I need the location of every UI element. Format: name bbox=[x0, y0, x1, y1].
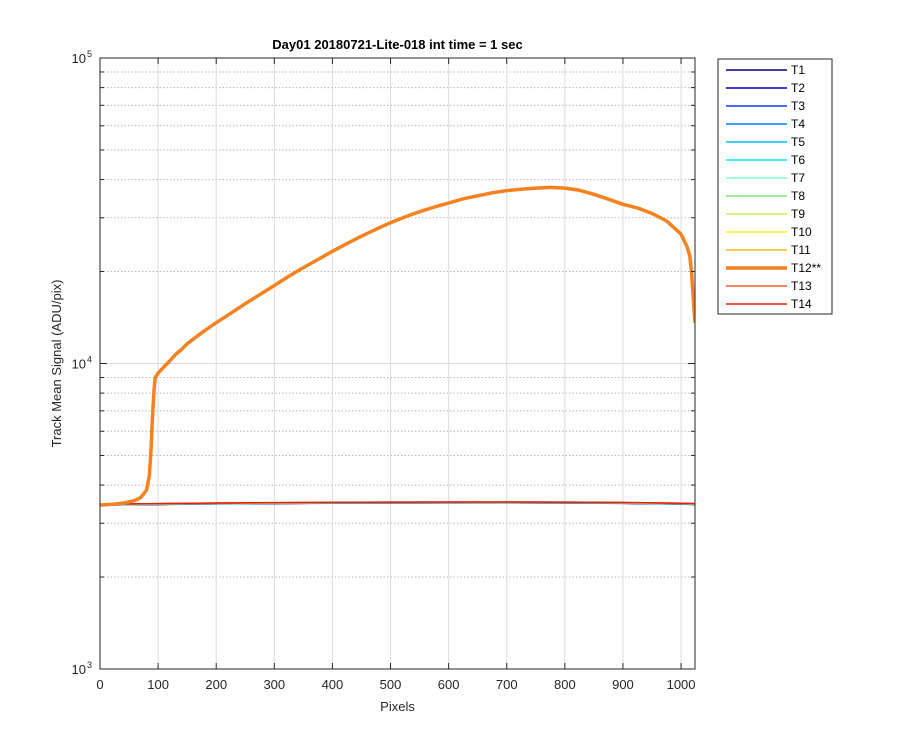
legend-item-t2-label: T2 bbox=[791, 81, 805, 95]
legend-item-t12-label: T12** bbox=[791, 261, 821, 275]
legend-item-t1-label: T1 bbox=[791, 63, 805, 77]
legend-item-t13-label: T13 bbox=[791, 279, 812, 293]
x-tick-label: 1000 bbox=[667, 677, 696, 692]
legend-item-t14-label: T14 bbox=[791, 297, 812, 311]
x-tick-label: 700 bbox=[496, 677, 518, 692]
x-tick-label: 0 bbox=[96, 677, 103, 692]
y-axis-title: Track Mean Signal (ADU/pix) bbox=[49, 280, 64, 448]
x-tick-label: 800 bbox=[554, 677, 576, 692]
y-tick-exponent: 3 bbox=[87, 660, 92, 670]
legend: T1 T2 T3 T4 T5 T6 T7 T8 T9 T10 T11 T12** T13 T14 bbox=[717, 58, 833, 315]
x-tick-label: 400 bbox=[322, 677, 344, 692]
legend-item-t5-label: T5 bbox=[791, 135, 805, 149]
chart-title: Day01 20180721-Lite-018 int time = 1 sec bbox=[272, 37, 522, 52]
series-lines bbox=[100, 185, 695, 507]
legend-item-t7-label: T7 bbox=[791, 171, 805, 185]
y-tick-exponent: 4 bbox=[87, 355, 92, 365]
legend-item-t10-label: T10 bbox=[791, 225, 812, 239]
legend-item-t9-label: T9 bbox=[791, 207, 805, 221]
legend-box bbox=[717, 58, 833, 315]
legend-item-t11-label: T11 bbox=[791, 243, 811, 257]
x-tick-label: 300 bbox=[263, 677, 285, 692]
x-tick-label: 600 bbox=[438, 677, 460, 692]
x-tick-label: 900 bbox=[612, 677, 634, 692]
y-tick-label: 10 bbox=[72, 51, 86, 66]
x-tick-label: 500 bbox=[380, 677, 402, 692]
y-tick-label: 10 bbox=[72, 357, 86, 372]
x-tick-label: 200 bbox=[205, 677, 227, 692]
series-line-t12 bbox=[100, 185, 695, 507]
axis-ticks: 10 310 410 50 100 200 300 400 500 600 700 800 900 100… bbox=[72, 49, 696, 692]
x-axis-title: Pixels bbox=[380, 699, 415, 714]
y-tick-exponent: 5 bbox=[87, 49, 92, 59]
series-line-t14 bbox=[100, 501, 695, 505]
legend-item-t4-label: T4 bbox=[791, 117, 805, 131]
legend-item-t8-label: T8 bbox=[791, 189, 805, 203]
legend-item-t3-label: T3 bbox=[791, 99, 805, 113]
y-tick-label: 10 bbox=[72, 662, 86, 677]
grid bbox=[99, 57, 695, 670]
x-tick-label: 100 bbox=[147, 677, 169, 692]
legend-item-t6-label: T6 bbox=[791, 153, 805, 167]
